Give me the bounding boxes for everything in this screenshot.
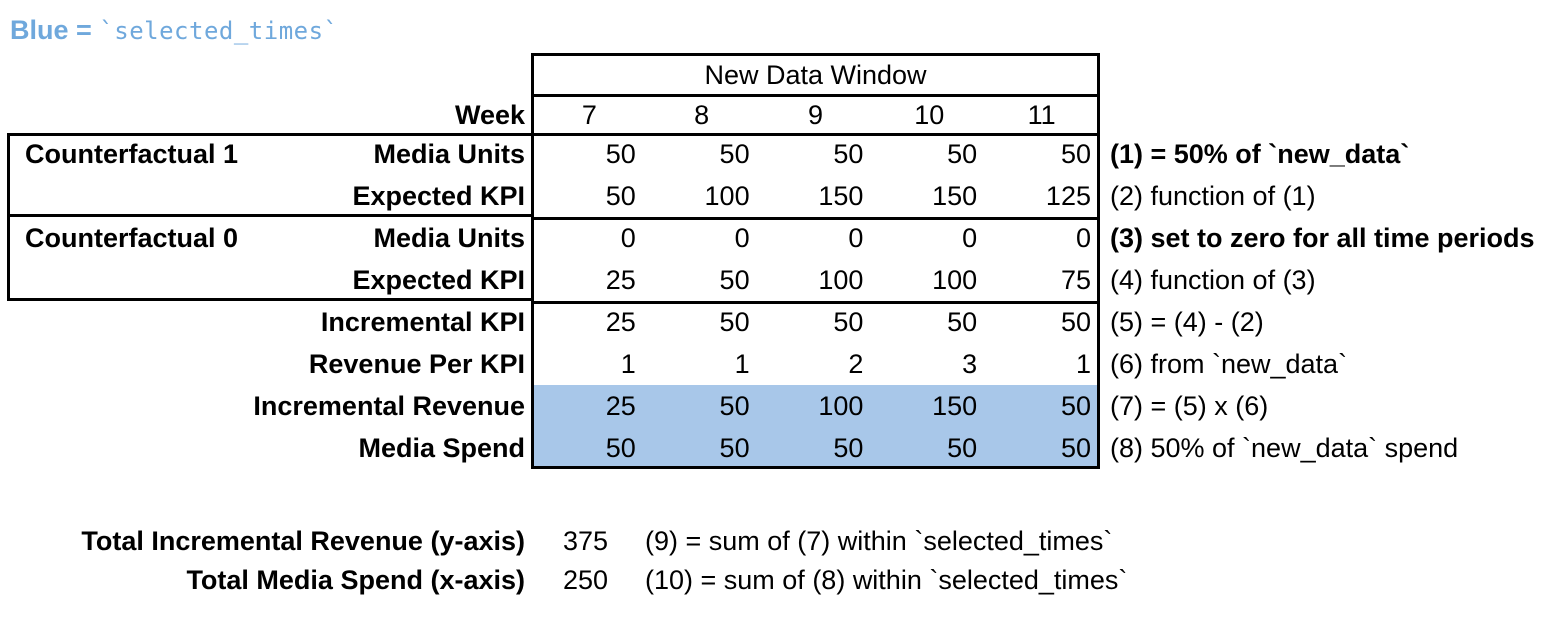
data-cell: 50	[719, 307, 750, 337]
data-cell: 3	[962, 349, 978, 379]
note-5: (5) = (4) - (2)	[1109, 307, 1264, 337]
note-9: (9) = sum of (7) within `selected_times`	[645, 526, 1113, 556]
data-cell: 50	[1060, 307, 1091, 337]
data-cell: 0	[620, 223, 636, 253]
data-cell: 50	[605, 181, 636, 211]
data-cell: 25	[605, 307, 636, 337]
data-cell: 100	[818, 265, 864, 295]
data-cell-highlighted: 50	[1060, 391, 1091, 421]
data-cell-highlighted: 50	[719, 391, 750, 421]
data-cell: 50	[947, 307, 978, 337]
data-cell: 50	[1060, 139, 1091, 169]
note-2: (2) function of (1)	[1109, 181, 1316, 211]
data-cell: 0	[962, 223, 978, 253]
note-1: (1) = 50% of `new_data`	[1109, 139, 1410, 169]
week-col-7: 7	[531, 97, 645, 133]
counterfactual-table: New Data Window Week 7 8 9 10 11 Counter…	[7, 53, 1544, 469]
data-cell: 50	[833, 139, 864, 169]
row-label-incremental-kpi: Incremental KPI	[320, 307, 525, 337]
row-label-media-units-cf1: Media Units	[373, 139, 525, 169]
row-label-media-spend: Media Spend	[358, 433, 525, 463]
data-cell: 125	[1045, 181, 1091, 211]
data-cell: 50	[719, 265, 750, 295]
note-8: (8) 50% of `new_data` spend	[1109, 433, 1459, 463]
data-cell: 75	[1060, 265, 1091, 295]
data-cell-highlighted: 25	[605, 391, 636, 421]
data-cell-highlighted: 50	[1060, 433, 1091, 463]
data-cell: 100	[932, 265, 978, 295]
data-cell-highlighted: 100	[818, 391, 864, 421]
group-label-counterfactual-0: Counterfactual 0	[25, 223, 239, 253]
data-cell: 50	[605, 139, 636, 169]
total-media-spend-label: Total Media Spend (x-axis)	[186, 565, 525, 595]
data-cell: 0	[848, 223, 864, 253]
note-10: (10) = sum of (8) within `selected_times…	[645, 565, 1128, 595]
row-label-revenue-per-kpi: Revenue Per KPI	[308, 349, 525, 379]
data-cell-highlighted: 50	[719, 433, 750, 463]
data-cell-highlighted: 50	[605, 433, 636, 463]
note-7: (7) = (5) x (6)	[1109, 391, 1269, 421]
week-col-10: 10	[914, 100, 945, 130]
row-label-expected-kpi-cf1: Expected KPI	[352, 181, 525, 211]
data-cell: 100	[704, 181, 750, 211]
data-cell: 50	[719, 139, 750, 169]
data-cell: 1	[734, 349, 750, 379]
data-cell-highlighted: 50	[947, 433, 978, 463]
row-label-expected-kpi-cf0: Expected KPI	[352, 265, 525, 295]
data-cell-highlighted: 150	[932, 391, 978, 421]
data-cell: 1	[620, 349, 636, 379]
row-label-incremental-revenue: Incremental Revenue	[253, 391, 525, 421]
group-label-counterfactual-1: Counterfactual 1	[25, 139, 239, 169]
note-4: (4) function of (3)	[1109, 265, 1316, 295]
total-incremental-revenue-label: Total Incremental Revenue (y-axis)	[81, 526, 525, 556]
note-6: (6) from `new_data`	[1109, 349, 1348, 379]
data-cell: 25	[605, 265, 636, 295]
legend-prefix: Blue =	[10, 15, 92, 45]
data-cell-highlighted: 50	[833, 433, 864, 463]
week-col-8: 8	[694, 100, 710, 130]
legend-code: `selected_times`	[99, 17, 339, 45]
data-cell: 1	[1075, 349, 1091, 379]
legend-selected-times: Blue = `selected_times`	[10, 15, 338, 46]
data-cell: 0	[734, 223, 750, 253]
data-cell: 2	[848, 349, 864, 379]
week-col-11: 11	[986, 97, 1100, 133]
week-label: Week	[454, 100, 525, 130]
data-cell: 150	[932, 181, 978, 211]
highlight-fill	[531, 385, 1100, 469]
total-incremental-revenue-value: 375	[563, 526, 609, 556]
row-label-media-units-cf0: Media Units	[373, 223, 525, 253]
note-3: (3) set to zero for all time periods	[1109, 223, 1535, 253]
data-cell: 50	[833, 307, 864, 337]
data-cell: 150	[818, 181, 864, 211]
data-cell: 50	[947, 139, 978, 169]
week-col-9: 9	[807, 100, 823, 130]
data-cell: 0	[1075, 223, 1091, 253]
new-data-window-header: New Data Window	[531, 53, 1100, 97]
total-media-spend-value: 250	[563, 565, 609, 595]
